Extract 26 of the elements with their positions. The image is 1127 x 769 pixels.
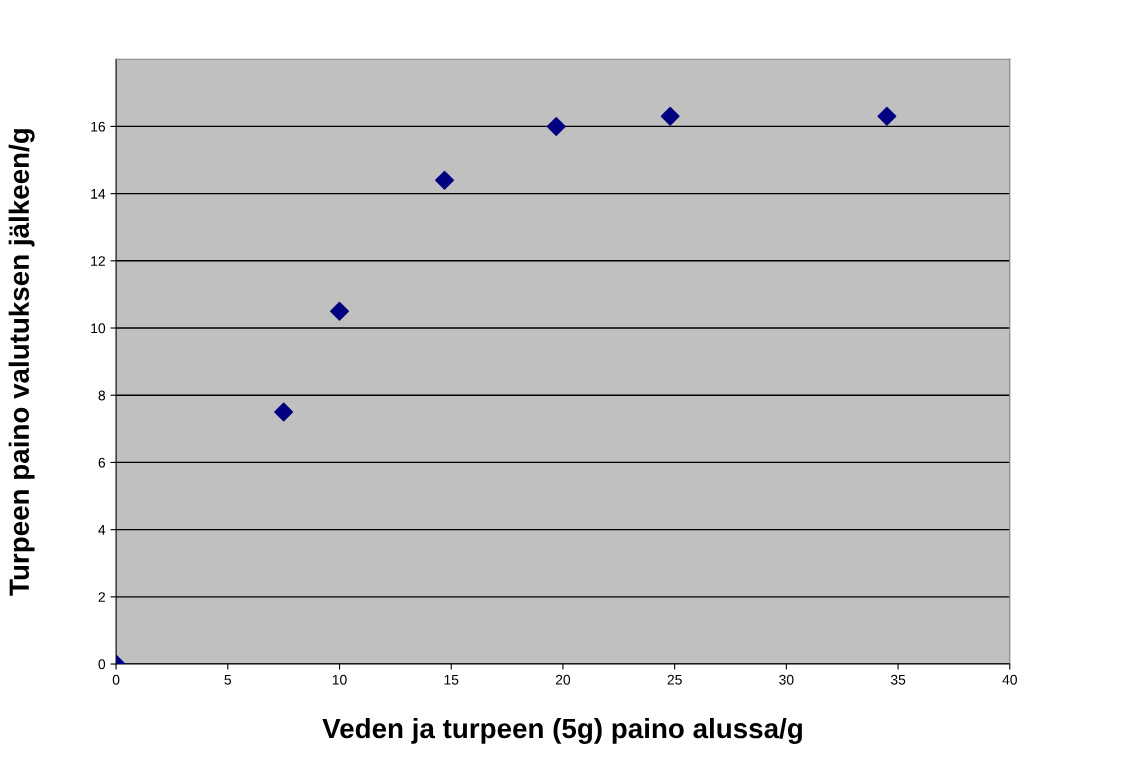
x-tick-label: 10 xyxy=(332,674,347,685)
y-tick-label: 16 xyxy=(91,121,106,132)
x-tick-label: 15 xyxy=(444,674,459,685)
x-tick-label: 5 xyxy=(224,674,232,685)
x-tick-label: 40 xyxy=(1002,674,1017,685)
x-tick-label: 20 xyxy=(555,674,571,685)
y-tick-label: 2 xyxy=(98,592,105,602)
y-tick-label: 10 xyxy=(91,323,106,334)
y-tick-label: 0 xyxy=(98,659,106,670)
y-axis-title: Turpeen paino valutuksen jälkeen/g xyxy=(8,129,35,596)
point xyxy=(330,301,349,321)
x-tick-label: 25 xyxy=(667,674,682,685)
y-tick-label: 4 xyxy=(98,525,106,535)
point xyxy=(274,402,294,422)
x-tick-label: 30 xyxy=(779,674,794,685)
x-axis-title: Veden ja turpeen (5g) paino alussa/g xyxy=(322,717,802,744)
y-tick-label: 12 xyxy=(91,256,105,266)
y-tick-label: 14 xyxy=(91,189,106,199)
point xyxy=(546,116,566,136)
y-tick-label: 6 xyxy=(98,457,106,468)
point xyxy=(435,170,454,190)
point xyxy=(660,106,680,126)
x-tick-label: 0 xyxy=(112,674,120,685)
point xyxy=(877,106,897,126)
y-tick-label: 8 xyxy=(98,390,106,401)
x-tick-label: 35 xyxy=(890,674,906,685)
